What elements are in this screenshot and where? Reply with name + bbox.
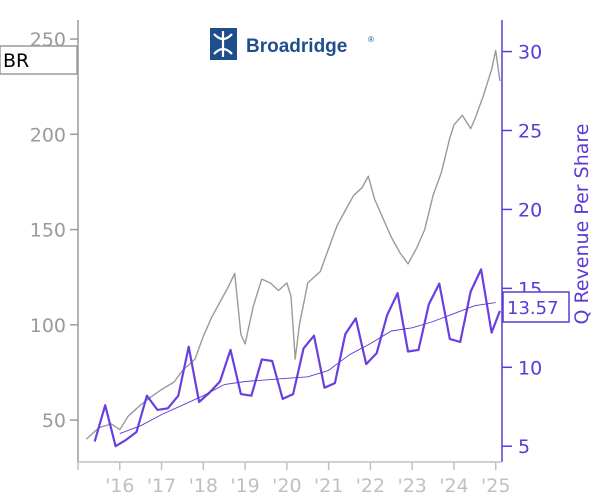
right-tick-label: 10: [518, 357, 542, 379]
x-axis-ticks: '16 '17 '18 '19 '20 '21 '22 '23 '24 '25: [77, 462, 510, 497]
x-tick-label: '20: [272, 475, 301, 497]
last-value-label: 13.57: [507, 298, 559, 319]
x-tick-label: '18: [189, 475, 218, 497]
x-tick-label: '24: [439, 475, 468, 497]
right-tick-label: 25: [518, 121, 542, 143]
logo-name: Broadridge: [246, 36, 347, 57]
x-tick-label: '21: [314, 475, 343, 497]
right-tick-label: 20: [518, 199, 542, 221]
series-line-2: [93, 268, 501, 448]
left-tick-label: 150: [30, 220, 66, 242]
right-tick-label: 30: [518, 42, 542, 64]
x-tick-label: '16: [105, 475, 134, 497]
logo-registered-mark: ®: [368, 35, 374, 44]
ticker-label: BR: [3, 50, 29, 72]
series-line-3: [119, 302, 496, 435]
broadridge-logo: Broadridge ®: [210, 28, 374, 60]
x-tick-label: '23: [397, 475, 426, 497]
ticker-box: BR: [0, 45, 78, 75]
right-axis-title: Q Revenue Per Share: [571, 124, 593, 325]
x-tick-label: '25: [481, 475, 510, 497]
series-line-1: [85, 49, 501, 440]
x-tick-label: '17: [147, 475, 176, 497]
left-tick-label: 50: [42, 410, 66, 432]
last-value-box: 13.57: [502, 291, 570, 323]
left-tick-label: 100: [30, 315, 66, 337]
left-tick-label: 200: [30, 124, 66, 146]
series-layer: [85, 49, 501, 448]
x-tick-label: '22: [356, 475, 385, 497]
logo-mark-icon: [213, 31, 233, 57]
x-tick-label: '19: [230, 475, 259, 497]
right-tick-label: 5: [518, 436, 530, 458]
